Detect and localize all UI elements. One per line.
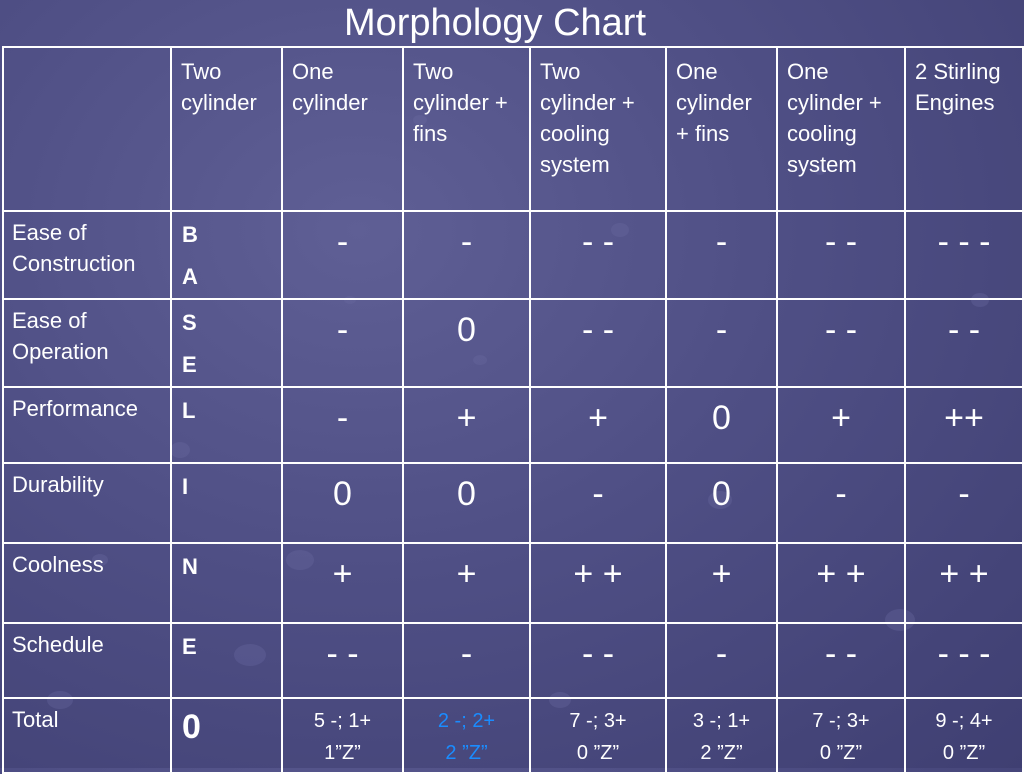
score-cell: - xyxy=(665,210,778,300)
score-cell: - xyxy=(665,622,778,699)
score-cell: + xyxy=(402,542,531,624)
total-line-2: 0 ”Z” xyxy=(942,742,986,764)
total-line-2: 0 ”Z” xyxy=(819,742,863,764)
total-cell: 7 -; 3+ 0 ”Z” xyxy=(529,697,667,774)
score-cell: + xyxy=(402,386,531,464)
column-header: One cylinder + fins xyxy=(665,46,778,212)
score-cell: - - xyxy=(776,298,906,388)
baseline-letter: A xyxy=(182,264,198,289)
baseline-total: 0 xyxy=(170,697,283,774)
score-cell: 0 xyxy=(665,462,778,544)
total-cell: 7 -; 3+ 0 ”Z” xyxy=(776,697,906,774)
score-cell: + xyxy=(529,386,667,464)
corner-cell xyxy=(2,46,172,212)
column-header: One cylinder xyxy=(281,46,404,212)
score-cell: - xyxy=(402,210,531,300)
row-label: Ease of Construction xyxy=(2,210,172,300)
baseline-cell: B A xyxy=(170,210,283,300)
table-row: Ease of Operation S E - 0 - - - - - - - xyxy=(2,298,1024,388)
table-row: Ease of Construction B A - - - - - - - -… xyxy=(2,210,1024,300)
baseline-cell: E xyxy=(170,622,283,699)
total-line-2: 1”Z” xyxy=(324,742,361,764)
total-line-1: 9 -; 4+ xyxy=(935,710,993,732)
page-title: Morphology Chart xyxy=(343,2,647,44)
score-cell: + + xyxy=(904,542,1024,624)
score-cell: - xyxy=(904,462,1024,544)
table-row: Performance L - + + 0 + ++ xyxy=(2,386,1024,464)
total-line-1: 7 -; 3+ xyxy=(569,710,627,732)
score-cell: 0 xyxy=(281,462,404,544)
row-label: Ease of Operation xyxy=(2,298,172,388)
score-cell: - - xyxy=(529,298,667,388)
total-cell-highlighted: 2 -; 2+ 2 ”Z” xyxy=(402,697,531,774)
total-row: Total 0 5 -; 1+ 1”Z” 2 -; 2+ 2 ”Z” 7 -; … xyxy=(2,697,1024,774)
score-cell: - - xyxy=(904,298,1024,388)
score-cell: + + xyxy=(776,542,906,624)
baseline-letter: L xyxy=(182,398,196,423)
table-row: Coolness N + + + + + + + + + xyxy=(2,542,1024,624)
total-line-2: 2 ”Z” xyxy=(445,742,488,764)
total-line-1: 3 -; 1+ xyxy=(692,710,751,732)
total-cell: 3 -; 1+ 2 ”Z” xyxy=(665,697,778,774)
baseline-cell: S E xyxy=(170,298,283,388)
table-row: Schedule E - - - - - - - - - - - xyxy=(2,622,1024,699)
score-cell: - - xyxy=(281,622,404,699)
score-cell: + xyxy=(665,542,778,624)
score-cell: - - - xyxy=(904,210,1024,300)
total-line-1: 7 -; 3+ xyxy=(812,710,870,732)
row-label: Performance xyxy=(2,386,172,464)
score-cell: 0 xyxy=(665,386,778,464)
score-cell: - - xyxy=(776,210,906,300)
score-cell: - xyxy=(281,298,404,388)
row-label: Durability xyxy=(2,462,172,544)
score-cell: - xyxy=(776,462,906,544)
column-header: Two cylinder + cooling system xyxy=(529,46,667,212)
score-cell: + xyxy=(776,386,906,464)
column-header: One cylinder + cooling system xyxy=(776,46,906,212)
column-header: Two cylinder xyxy=(170,46,283,212)
score-cell: - xyxy=(281,210,404,300)
score-cell: - xyxy=(529,462,667,544)
column-header: Two cylinder + fins xyxy=(402,46,531,212)
score-cell: 0 xyxy=(402,298,531,388)
baseline-letter: N xyxy=(182,554,198,579)
header-row: Two cylinder One cylinder Two cylinder +… xyxy=(2,46,1024,212)
score-cell: - xyxy=(281,386,404,464)
row-label: Schedule xyxy=(2,622,172,699)
row-label: Total xyxy=(2,697,172,774)
total-line-2: 2 ”Z” xyxy=(700,742,743,764)
score-cell: - xyxy=(402,622,531,699)
baseline-cell: I xyxy=(170,462,283,544)
row-label: Coolness xyxy=(2,542,172,624)
total-line-1: 2 -; 2+ xyxy=(437,710,496,732)
baseline-letter: B xyxy=(182,222,198,247)
score-cell: - - xyxy=(529,210,667,300)
score-cell: + + xyxy=(529,542,667,624)
baseline-letter: E xyxy=(182,352,197,377)
baseline-cell: N xyxy=(170,542,283,624)
score-cell: + xyxy=(281,542,404,624)
baseline-letter: I xyxy=(182,474,189,499)
baseline-cell: L xyxy=(170,386,283,464)
column-header: 2 Stirling Engines xyxy=(904,46,1024,212)
score-cell: ++ xyxy=(904,386,1024,464)
total-cell: 9 -; 4+ 0 ”Z” xyxy=(904,697,1024,774)
total-line-1: 5 -; 1+ xyxy=(313,710,372,732)
score-cell: - - xyxy=(776,622,906,699)
baseline-letter: E xyxy=(182,634,197,659)
table-row: Durability I 0 0 - 0 - - xyxy=(2,462,1024,544)
score-cell: - - - xyxy=(904,622,1024,699)
morphology-table: Two cylinder One cylinder Two cylinder +… xyxy=(2,46,1024,774)
score-cell: - xyxy=(665,298,778,388)
total-cell: 5 -; 1+ 1”Z” xyxy=(281,697,404,774)
score-cell: 0 xyxy=(402,462,531,544)
score-cell: - - xyxy=(529,622,667,699)
baseline-letter: S xyxy=(182,310,197,335)
total-line-2: 0 ”Z” xyxy=(576,742,620,764)
